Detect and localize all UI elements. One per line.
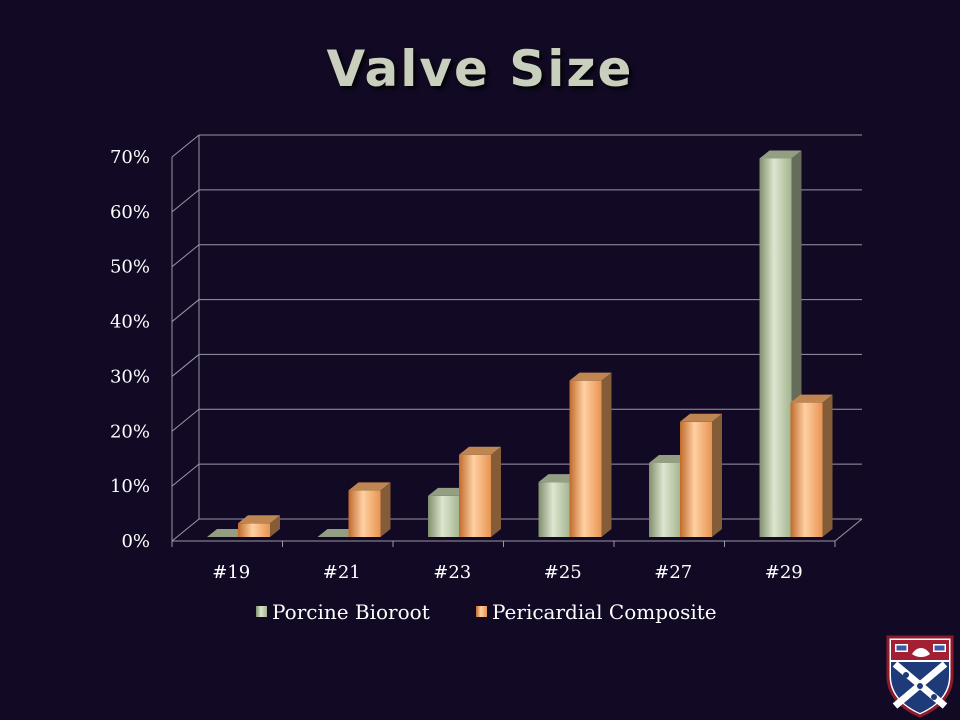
bar-top	[348, 482, 391, 491]
bar-front	[459, 454, 491, 537]
bar-front	[348, 490, 381, 537]
bar-front	[569, 380, 602, 537]
bar-top	[569, 372, 612, 381]
bar-side	[712, 413, 722, 537]
y-tick-label: 60%	[110, 202, 150, 223]
gridline-depth	[171, 189, 200, 213]
bar-top	[238, 515, 280, 524]
bar	[348, 482, 391, 537]
bar-side	[270, 515, 280, 537]
bar	[238, 515, 280, 537]
gridline-depth	[171, 244, 200, 268]
gridline-depth	[171, 463, 200, 487]
bar	[569, 372, 612, 537]
grid-lines	[171, 134, 862, 542]
x-tick-label: #29	[765, 562, 803, 583]
floor-right-edge	[834, 518, 863, 542]
bar	[680, 413, 722, 537]
tick-labels: 0% 10% 20% 30% 40% 50% 60% 70% #19 #21 #23 #25 #27 #2…	[110, 147, 803, 583]
legend-label: Pericardial Composite	[492, 600, 717, 624]
bar-front	[238, 523, 270, 537]
y-tick-label: 50%	[110, 257, 150, 278]
bar-side	[601, 372, 612, 537]
gridline-depth	[171, 134, 200, 158]
bar-top	[759, 150, 802, 159]
bars	[207, 150, 833, 537]
y-tick-label: 30%	[110, 366, 150, 387]
bar-front	[680, 421, 712, 537]
y-tick-label: 10%	[110, 476, 150, 497]
bar-side	[491, 446, 501, 537]
x-tick-label: #27	[654, 562, 692, 583]
bar-side	[380, 482, 391, 537]
university-shield-logo	[886, 635, 954, 718]
bar	[790, 394, 833, 537]
bar-top	[459, 446, 501, 455]
y-tick-label: 40%	[110, 312, 150, 333]
legend-label: Porcine Bioroot	[272, 600, 430, 624]
bar-top	[790, 394, 833, 403]
gridline-depth	[171, 408, 200, 432]
bar-front	[538, 482, 571, 537]
x-tick-label: #21	[323, 562, 361, 583]
y-tick-label: 70%	[110, 147, 150, 168]
y-tick-label: 20%	[110, 421, 150, 442]
legend-swatch	[476, 606, 487, 617]
gridline-depth	[171, 354, 200, 377]
gridline-depth	[171, 518, 200, 542]
x-tick-label: #25	[544, 562, 582, 583]
x-tick-label: #19	[212, 562, 250, 583]
legend-swatch	[256, 606, 267, 617]
bar-front	[428, 495, 460, 537]
bar	[459, 446, 501, 537]
bar-front	[759, 158, 792, 537]
gridline-depth	[171, 299, 200, 322]
bar-side	[822, 394, 833, 537]
slide-title: Valve Size	[326, 40, 634, 98]
bar-front	[790, 402, 823, 537]
y-tick-label: 0%	[121, 531, 150, 552]
legend: Porcine Bioroot Pericardial Composite	[256, 600, 717, 624]
axes	[171, 135, 863, 547]
x-tick-label: #23	[433, 562, 471, 583]
bar-front	[649, 462, 681, 537]
bar-top	[680, 413, 722, 422]
